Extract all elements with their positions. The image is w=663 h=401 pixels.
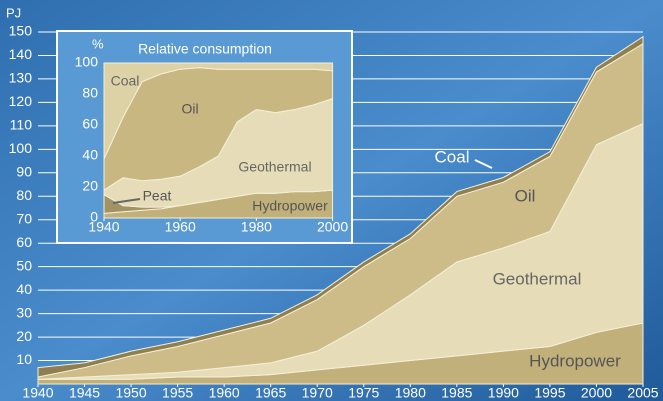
x-tick-label: 1940 — [22, 385, 53, 401]
x-tick-label: 2000 — [581, 385, 612, 401]
y-tick-label: 130 — [9, 70, 33, 86]
y-tick-label: 50 — [16, 257, 32, 273]
inset-chart: 0 20 40 60 80 100 1940 1960 1980 2000% Relative co… — [75, 36, 349, 234]
y-tick-label: 60 — [82, 116, 98, 132]
y-tick-label: 150 — [9, 23, 33, 39]
x-tick-label: 1955 — [162, 385, 193, 401]
series-label: Oil — [181, 101, 198, 117]
x-tick-label: 1980 — [395, 385, 426, 401]
series-label: Geothermal — [493, 269, 582, 288]
x-tick-label: 1995 — [534, 385, 565, 401]
y-tick-label: 10 — [16, 351, 32, 367]
area — [37, 35, 644, 378]
arrow — [474, 159, 493, 169]
y-tick-label: 0 — [90, 209, 98, 225]
y-tick-label: 40 — [82, 147, 98, 163]
x-tick-label: 1970 — [302, 385, 333, 401]
y-tick-label: 100 — [9, 140, 33, 156]
series-label: Peat — [143, 188, 172, 204]
x-tick-label: 1945 — [69, 385, 100, 401]
main-chart: 10 20 30 40 50 60 70 80 90 100 110 120 130 140 150 1940… — [6, 5, 659, 400]
x-tick-label: 1990 — [488, 385, 519, 401]
y-axis-label: PJ — [6, 5, 21, 20]
series-label: Geothermal — [238, 159, 311, 175]
x-tick-label: 2005 — [627, 385, 658, 401]
y-tick-label: 70 — [16, 210, 32, 226]
y-axis-label: % — [92, 36, 104, 51]
x-tick-label: 1960 — [165, 219, 196, 235]
y-tick-label: 40 — [16, 281, 32, 297]
x-tick-label: 1960 — [209, 385, 240, 401]
x-tick-label: 1985 — [441, 385, 472, 401]
series-label: Hydropower — [252, 198, 328, 214]
series-label: Oil — [515, 186, 536, 205]
y-tick-label: 80 — [82, 85, 98, 101]
inset-title: Relative consumption — [138, 41, 272, 57]
x-tick-label: 1940 — [88, 219, 119, 235]
area — [103, 62, 334, 160]
y-tick-label: 60 — [16, 234, 32, 250]
y-tick-label: 20 — [82, 178, 98, 194]
y-tick-label: 20 — [16, 328, 32, 344]
y-tick-label: 30 — [16, 304, 32, 320]
arrow — [112, 198, 141, 204]
series-label: Hydropower — [529, 351, 621, 370]
y-tick-label: 100 — [75, 54, 99, 70]
y-tick-label: 90 — [16, 164, 32, 180]
x-tick-label: 1950 — [115, 385, 146, 401]
y-tick-label: 120 — [9, 93, 33, 109]
x-tick-label: 1965 — [255, 385, 286, 401]
y-tick-label: 140 — [9, 46, 33, 62]
x-tick-label: 1980 — [241, 219, 272, 235]
y-tick-label: 110 — [10, 117, 33, 133]
series-label: Coal — [435, 147, 470, 166]
x-tick-label: 1975 — [348, 385, 379, 401]
series-label: Coal — [111, 73, 140, 89]
y-tick-label: 80 — [16, 187, 32, 203]
x-tick-label: 2000 — [317, 219, 348, 235]
